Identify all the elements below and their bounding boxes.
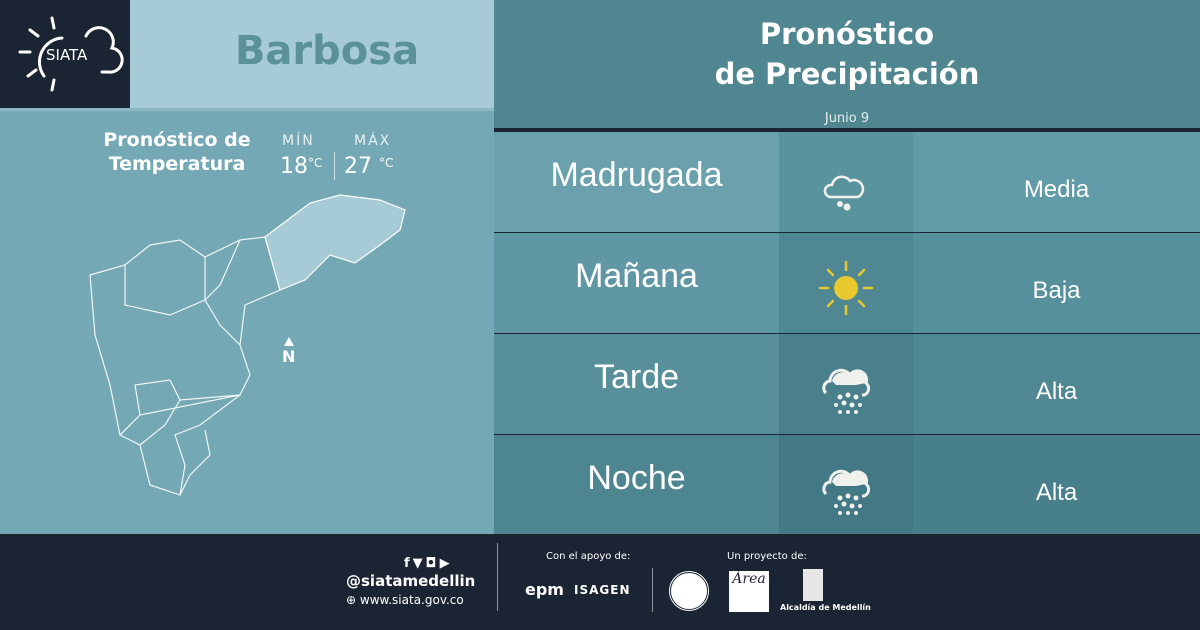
temperature-panel xyxy=(0,108,494,534)
min-unit: °C xyxy=(308,156,323,170)
temperature-title-line1: Pronóstico de xyxy=(103,129,251,151)
project-label: Un proyecto de: xyxy=(727,551,807,562)
temperature-title: Pronóstico de Temperatura xyxy=(92,128,262,176)
website[interactable]: ⊕ www.siata.gov.co xyxy=(346,593,464,607)
svg-text:SIATA: SIATA xyxy=(46,46,88,64)
forecast-date: Junio 9 xyxy=(824,111,870,126)
min-value: 18°C xyxy=(280,154,322,179)
social-icons[interactable]: f▼◘▶ xyxy=(404,556,453,571)
siata-logo: SIATA xyxy=(18,16,124,92)
temperature-title-line2: Temperatura xyxy=(108,153,246,175)
footer xyxy=(0,534,1200,630)
forecast-title: Pronóstico de Precipitación xyxy=(494,14,1200,94)
municipality-map xyxy=(89,194,406,496)
max-unit: °C xyxy=(379,156,394,170)
period-label: Noche xyxy=(587,459,686,497)
heavy-rain-cloud-icon xyxy=(822,368,871,414)
social-handle[interactable]: @siatamedellin xyxy=(346,572,476,590)
isagen-logo: ISAGEN xyxy=(574,583,631,597)
area-metropolitana-logo: Área xyxy=(729,571,769,612)
max-label: MÁX xyxy=(354,133,392,149)
period-label: Madrugada xyxy=(550,156,723,194)
area-logo-text: Área xyxy=(732,571,766,587)
period-label: Tarde xyxy=(593,358,680,396)
sun-icon xyxy=(818,260,874,316)
north-arrow-icon xyxy=(284,337,294,346)
min-label: MÍN xyxy=(282,133,315,149)
forecast-row-tarde: Tarde Alta xyxy=(494,334,1200,434)
max-temp: 27 xyxy=(344,154,372,179)
website-url[interactable]: www.siata.gov.co xyxy=(359,593,464,607)
antioquia-seal-logo xyxy=(668,570,710,612)
probability-level: Baja xyxy=(1032,277,1081,304)
footer-divider-2 xyxy=(652,568,653,612)
heavy-rain-cloud-icon xyxy=(822,469,871,515)
probability-level: Media xyxy=(1023,176,1090,203)
epm-logo: epm xyxy=(525,580,564,599)
north-label: N xyxy=(282,347,296,366)
probability-level: Alta xyxy=(1035,378,1078,405)
cloud-moon-rain-icon xyxy=(823,165,870,211)
max-value: 27 °C xyxy=(344,154,393,179)
forecast-header xyxy=(494,0,1200,128)
forecast-row-noche: Noche Alta xyxy=(494,435,1200,535)
min-temp: 18 xyxy=(280,154,308,179)
support-label: Con el apoyo de: xyxy=(546,551,631,562)
alcaldia-label: Alcaldía de Medellín xyxy=(780,603,871,612)
probability-level: Alta xyxy=(1035,479,1078,506)
globe-icon: ⊕ xyxy=(346,593,357,607)
forecast-title-line2: de Precipitación xyxy=(714,57,980,91)
temp-divider xyxy=(334,152,335,180)
medellin-coat-of-arms xyxy=(803,569,823,601)
forecast-row-manana: Mañana Baja xyxy=(494,233,1200,333)
footer-divider xyxy=(497,543,498,611)
city-name: Barbosa xyxy=(234,28,420,74)
forecast-title-line1: Pronóstico xyxy=(759,17,935,51)
period-label: Mañana xyxy=(575,257,698,295)
city-band xyxy=(130,0,494,108)
forecast-row-madrugada: Madrugada Media xyxy=(494,132,1200,232)
